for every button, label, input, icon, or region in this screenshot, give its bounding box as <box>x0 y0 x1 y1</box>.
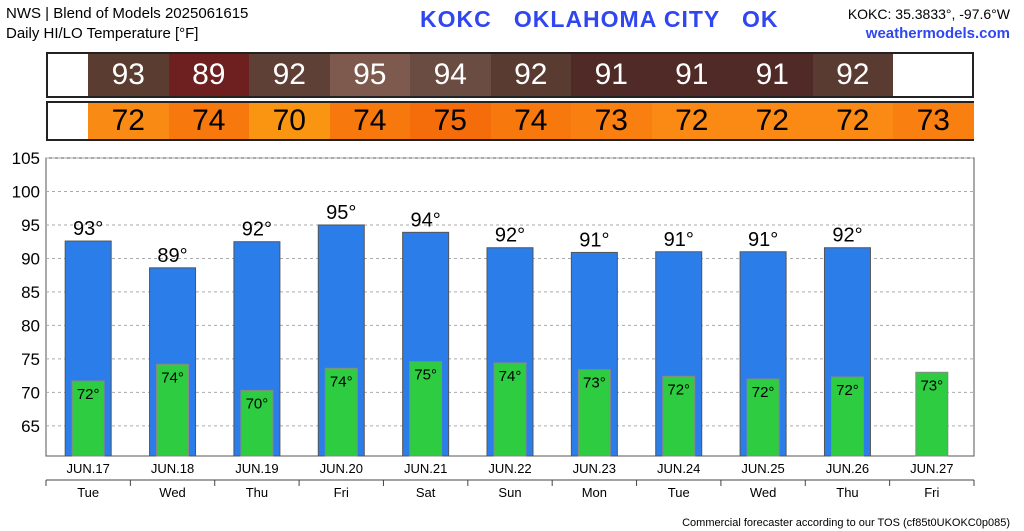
x-date-label: JUN.26 <box>826 461 869 476</box>
y-tick-label: 90 <box>21 249 40 268</box>
low-bar <box>71 380 105 457</box>
low-temp-cell: 70 <box>249 103 330 139</box>
header-right: KOKC: 35.3833°, -97.6°W weathermodels.co… <box>848 4 1010 44</box>
low-bar-label: 74° <box>161 369 184 386</box>
high-temp-cell: 94 <box>410 54 491 96</box>
y-tick-label: 105 <box>12 149 40 168</box>
y-tick-label: 65 <box>21 417 40 436</box>
low-temp-cell: 73 <box>893 103 974 139</box>
high-bar-label: 92° <box>495 225 525 247</box>
high-bar-label: 91° <box>664 229 694 251</box>
x-date-label: JUN.25 <box>741 461 784 476</box>
low-temp-cell: 73 <box>571 103 652 139</box>
low-temp-strip: 72 74 70 74 75 74 73 72 72 72 73 <box>46 101 974 141</box>
high-temp-strip: 93 89 92 95 94 92 91 91 91 92 <box>46 52 974 98</box>
x-day-label: Fri <box>334 485 349 500</box>
low-bar <box>915 371 949 457</box>
low-temp-cell: 72 <box>812 103 893 139</box>
x-date-label: JUN.19 <box>235 461 278 476</box>
x-day-label: Sat <box>416 485 436 500</box>
x-date-label: JUN.21 <box>404 461 447 476</box>
low-bar <box>577 369 611 457</box>
x-date-label: JUN.18 <box>151 461 194 476</box>
low-temp-cell: 74 <box>329 103 410 139</box>
y-tick-label: 95 <box>21 216 40 235</box>
low-bar <box>240 389 274 457</box>
low-bar-label: 74° <box>499 368 522 385</box>
y-tick-label: 70 <box>21 383 40 402</box>
header-left: NWS | Blend of Models 2025061615 Daily H… <box>6 4 248 44</box>
low-bar <box>830 376 864 457</box>
x-day-label: Tue <box>668 485 690 500</box>
x-day-label: Wed <box>159 485 186 500</box>
high-bar-label: 89° <box>157 245 187 267</box>
high-temp-cell: 95 <box>329 54 410 96</box>
high-bar-label: 94° <box>411 209 441 231</box>
x-day-label: Thu <box>836 485 858 500</box>
x-day-label: Thu <box>246 485 268 500</box>
x-date-label: JUN.23 <box>573 461 616 476</box>
low-temp-cell: 74 <box>490 103 571 139</box>
x-day-label: Sun <box>498 485 521 500</box>
station-coords: KOKC: 35.3833°, -97.6°W <box>847 6 1010 22</box>
x-date-label: JUN.20 <box>320 461 363 476</box>
high-bar-label: 91° <box>748 229 778 251</box>
low-bar <box>409 361 443 457</box>
low-bar <box>156 363 190 457</box>
low-temp-cell: 72 <box>732 103 813 139</box>
footer-notice: Commercial forecaster according to our T… <box>682 517 1010 529</box>
high-bar-label: 92° <box>242 219 272 241</box>
low-temp-cell: 75 <box>410 103 491 139</box>
x-date-label: JUN.27 <box>910 461 953 476</box>
high-temp-cell: 89 <box>168 54 249 96</box>
low-bar-label: 75° <box>414 367 437 384</box>
x-date-label: JUN.24 <box>657 461 700 476</box>
low-bar <box>662 375 696 457</box>
low-bar-label: 74° <box>330 373 353 390</box>
y-tick-label: 100 <box>12 182 40 201</box>
low-bar-label: 72° <box>667 381 690 398</box>
low-bar-label: 72° <box>77 386 100 403</box>
high-temp-cell: 91 <box>732 54 813 96</box>
high-temp-cell: 91 <box>651 54 732 96</box>
low-bar-label: 73° <box>920 377 943 394</box>
high-temp-cell: 91 <box>571 54 652 96</box>
low-bar-label: 70° <box>246 395 269 412</box>
high-temp-cell: 92 <box>490 54 571 96</box>
high-bar-label: 93° <box>73 218 103 240</box>
y-tick-label: 75 <box>21 350 40 369</box>
chart-subtitle: Daily HI/LO Temperature [°F] <box>6 25 199 42</box>
y-tick-label: 80 <box>21 316 40 335</box>
low-bar-label: 73° <box>583 375 606 392</box>
y-tick-label: 85 <box>21 283 40 302</box>
station-title: KOKC OKLAHOMA CITY OK <box>420 6 779 32</box>
x-date-label: JUN.22 <box>488 461 531 476</box>
high-temp-cell: 92 <box>812 54 893 96</box>
low-bar-label: 72° <box>836 382 859 399</box>
low-bar <box>746 378 780 457</box>
x-date-label: JUN.17 <box>67 461 110 476</box>
high-temp-cell: 93 <box>88 54 169 96</box>
high-bar-label: 91° <box>579 229 609 251</box>
low-bar <box>493 362 527 457</box>
low-bar-label: 72° <box>752 384 775 401</box>
x-day-label: Wed <box>750 485 777 500</box>
x-day-label: Fri <box>924 485 939 500</box>
high-bar-label: 95° <box>326 202 356 224</box>
x-day-label: Tue <box>77 485 99 500</box>
site-link[interactable]: weathermodels.com <box>865 25 1010 42</box>
low-temp-cell: 74 <box>168 103 249 139</box>
low-temp-cell: 72 <box>651 103 732 139</box>
x-day-label: Mon <box>582 485 607 500</box>
low-bar <box>324 367 358 457</box>
high-bar-label: 92° <box>832 225 862 247</box>
high-temp-cell: 92 <box>249 54 330 96</box>
model-run-label: NWS | Blend of Models 2025061615 <box>6 5 249 22</box>
low-temp-cell: 72 <box>88 103 169 139</box>
